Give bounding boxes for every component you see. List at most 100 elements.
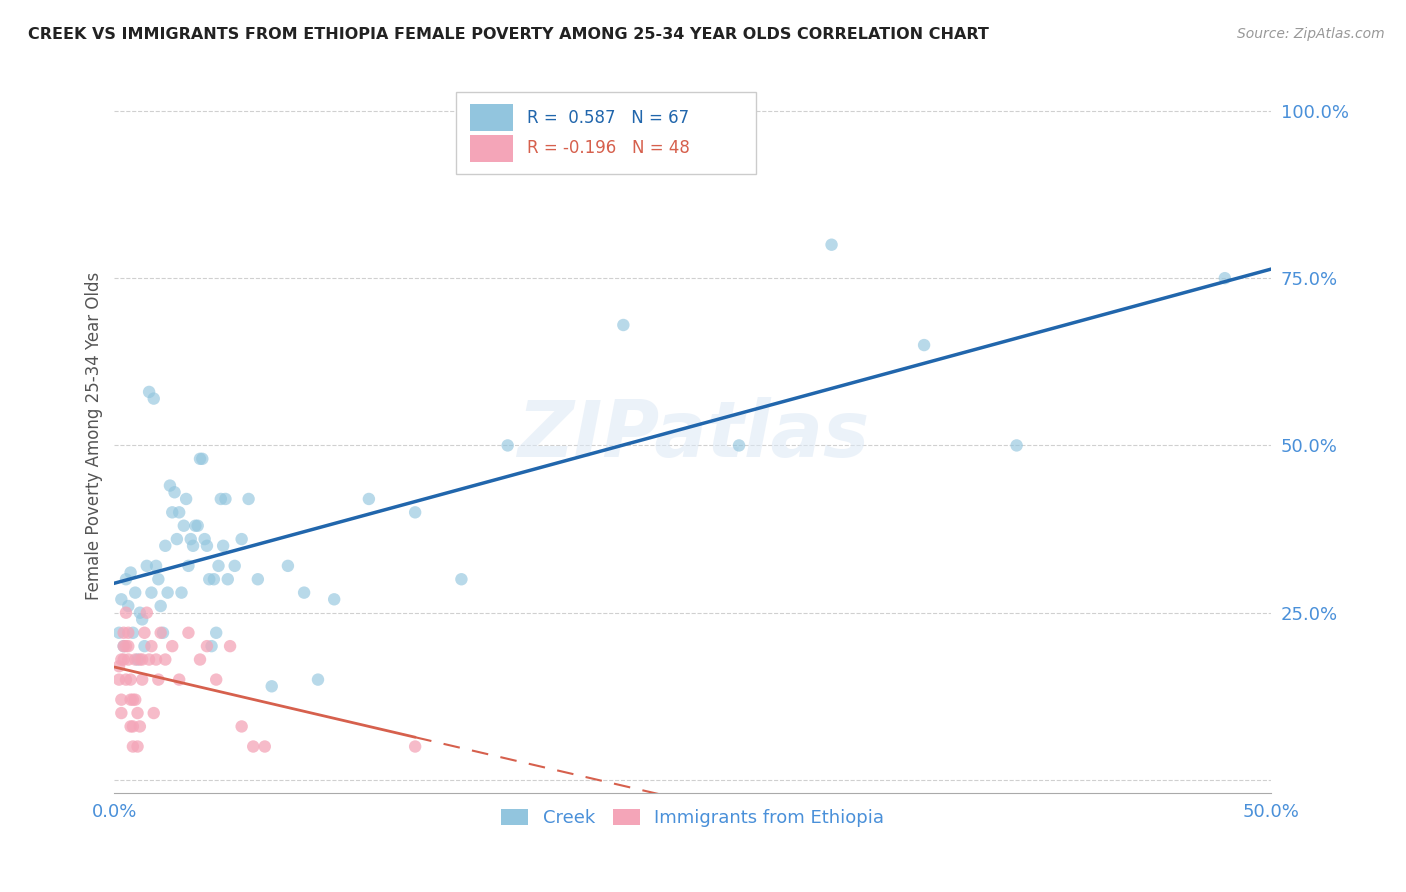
Point — [246, 572, 269, 586]
Point — [214, 491, 236, 506]
Point — [357, 491, 380, 506]
Point — [135, 606, 157, 620]
Point — [149, 599, 172, 613]
Point — [128, 719, 150, 733]
Point — [170, 585, 193, 599]
Point — [124, 585, 146, 599]
Point — [122, 625, 145, 640]
Point — [117, 625, 139, 640]
Point — [120, 566, 142, 580]
Point — [142, 392, 165, 406]
Point — [1005, 438, 1028, 452]
Point — [115, 572, 138, 586]
Point — [148, 572, 170, 586]
Point — [110, 692, 132, 706]
Point — [260, 679, 283, 693]
Point — [120, 719, 142, 733]
Point — [323, 592, 346, 607]
Point — [112, 639, 135, 653]
Point — [207, 558, 229, 573]
Point — [131, 612, 153, 626]
Point — [145, 652, 167, 666]
Point — [180, 532, 202, 546]
Point — [115, 673, 138, 687]
Point — [128, 606, 150, 620]
Point — [181, 539, 204, 553]
Bar — [456, 92, 756, 174]
Point — [612, 318, 634, 332]
Point — [115, 639, 138, 653]
Bar — [470, 135, 513, 162]
Point — [242, 739, 264, 754]
Point — [277, 558, 299, 573]
Point — [198, 572, 221, 586]
Point — [115, 606, 138, 620]
Text: ZIPatlas: ZIPatlas — [516, 398, 869, 474]
Point — [224, 558, 246, 573]
Point — [188, 451, 211, 466]
Point — [120, 692, 142, 706]
Point — [307, 673, 329, 687]
Point — [112, 652, 135, 666]
Point — [127, 652, 149, 666]
Point — [191, 451, 214, 466]
Point — [159, 478, 181, 492]
Point — [177, 558, 200, 573]
Point — [110, 652, 132, 666]
Point — [231, 532, 253, 546]
Point — [163, 485, 186, 500]
Point — [124, 652, 146, 666]
Point — [112, 639, 135, 653]
Point — [117, 639, 139, 653]
Point — [212, 539, 235, 553]
Y-axis label: Female Poverty Among 25-34 Year Olds: Female Poverty Among 25-34 Year Olds — [86, 271, 103, 599]
Point — [117, 599, 139, 613]
Point — [450, 572, 472, 586]
Point — [253, 739, 276, 754]
Point — [117, 652, 139, 666]
Point — [120, 673, 142, 687]
Point — [202, 572, 225, 586]
Point — [122, 739, 145, 754]
Text: R = -0.196   N = 48: R = -0.196 N = 48 — [527, 139, 690, 157]
Point — [728, 438, 751, 452]
Point — [238, 491, 260, 506]
Point — [138, 652, 160, 666]
Point — [112, 625, 135, 640]
Point — [127, 706, 149, 720]
Point — [195, 539, 218, 553]
Point — [195, 639, 218, 653]
Point — [205, 673, 228, 687]
Point — [217, 572, 239, 586]
Point — [1213, 271, 1236, 285]
Legend: Creek, Immigrants from Ethiopia: Creek, Immigrants from Ethiopia — [494, 802, 891, 834]
Point — [292, 585, 315, 599]
Point — [108, 659, 131, 673]
Point — [131, 673, 153, 687]
Point — [134, 625, 156, 640]
Text: CREEK VS IMMIGRANTS FROM ETHIOPIA FEMALE POVERTY AMONG 25-34 YEAR OLDS CORRELATI: CREEK VS IMMIGRANTS FROM ETHIOPIA FEMALE… — [28, 27, 988, 42]
Point — [134, 639, 156, 653]
Point — [166, 532, 188, 546]
Point — [188, 652, 211, 666]
Point — [167, 673, 190, 687]
Point — [174, 491, 197, 506]
Point — [194, 532, 217, 546]
Point — [231, 719, 253, 733]
Point — [219, 639, 242, 653]
Point — [122, 692, 145, 706]
Point — [155, 652, 177, 666]
Point — [145, 558, 167, 573]
Point — [156, 585, 179, 599]
Point — [155, 539, 177, 553]
Point — [127, 739, 149, 754]
Point — [209, 491, 232, 506]
Point — [142, 706, 165, 720]
Point — [184, 518, 207, 533]
Point — [177, 625, 200, 640]
Point — [152, 625, 174, 640]
Bar — [470, 104, 513, 131]
Point — [122, 719, 145, 733]
Point — [162, 505, 184, 519]
Point — [162, 639, 184, 653]
